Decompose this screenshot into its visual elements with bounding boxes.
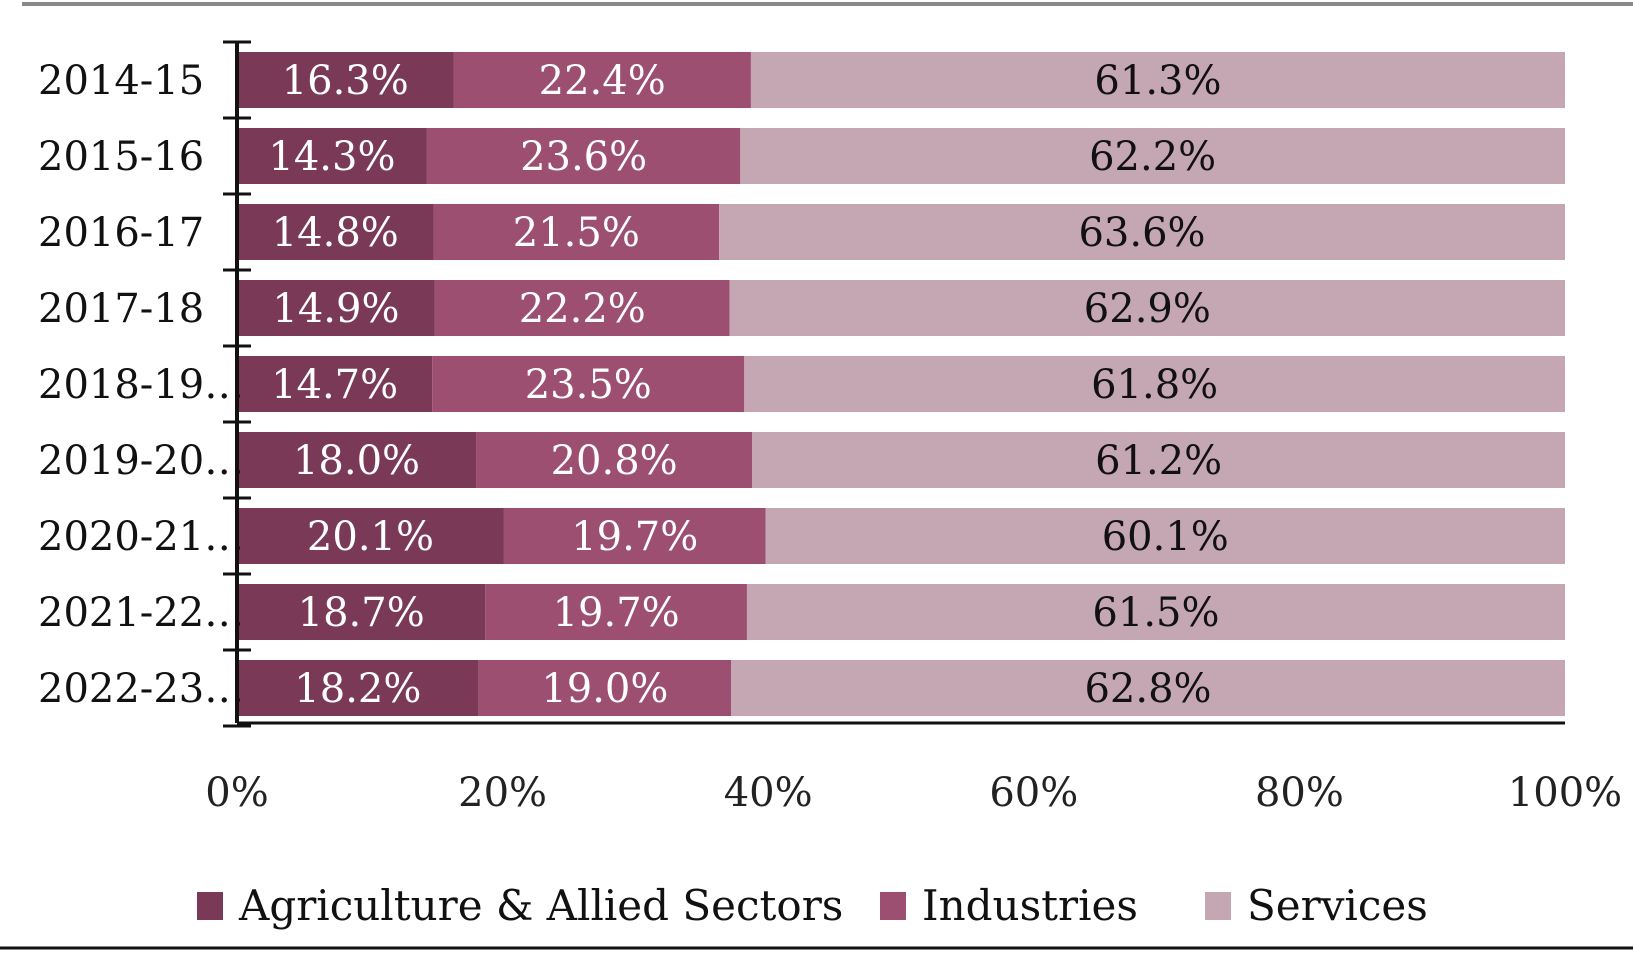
legend-label: Industries xyxy=(922,881,1138,930)
bar-segment xyxy=(237,356,433,412)
bar-value-label: 19.0% xyxy=(541,666,668,712)
bar-value-label: 23.5% xyxy=(525,362,652,408)
x-tick-label: 20% xyxy=(458,770,547,816)
category-label: 2020-21… xyxy=(38,514,244,560)
x-tick-label: 80% xyxy=(1255,770,1344,816)
category-label: 2014-15 xyxy=(38,58,204,104)
axis-layer: 2014-15 2015-16 2016-17 2017-18 2018-19… 2019… xyxy=(38,40,1622,816)
bar-value-label: 62.9% xyxy=(1084,286,1211,332)
bar-segment xyxy=(752,432,1565,488)
bar-value-label: 22.2% xyxy=(519,286,646,332)
bar-segment xyxy=(744,356,1565,412)
bar-value-label: 23.6% xyxy=(520,134,647,180)
bar-segment xyxy=(237,584,486,640)
bar-value-label: 60.1% xyxy=(1102,514,1229,560)
legend-swatch xyxy=(880,892,906,920)
x-tick-label: 0% xyxy=(205,770,268,816)
bar-segment xyxy=(237,280,435,336)
category-label: 2015-16 xyxy=(38,134,204,180)
category-label: 2017-18 xyxy=(38,286,204,332)
bar-value-label: 14.9% xyxy=(272,286,399,332)
legend-swatch xyxy=(197,892,223,920)
bar-segment xyxy=(503,508,766,564)
bar-segment xyxy=(237,52,454,108)
bar-segment xyxy=(432,356,745,412)
category-label: 2021-22… xyxy=(38,590,244,636)
bar-value-label: 19.7% xyxy=(553,590,680,636)
bar-segment xyxy=(740,128,1565,184)
bar-value-label: 21.5% xyxy=(513,210,640,256)
bar-value-label: 18.2% xyxy=(294,666,421,712)
bar-segment xyxy=(237,204,434,260)
category-label: 2022-23… xyxy=(38,666,244,712)
bar-value-label: 14.8% xyxy=(272,210,399,256)
bar-segment xyxy=(237,128,427,184)
bars-layer: 16.3% 22.4% 61.3% 14.3% 23.6% 62.2% 14.8% 21.5%… xyxy=(237,52,1565,716)
bar-value-label: 63.6% xyxy=(1078,210,1205,256)
legend: Agriculture & Allied Sectors Industries Se… xyxy=(197,881,1428,930)
bar-value-label: 61.8% xyxy=(1091,362,1218,408)
category-label: 2019-20… xyxy=(38,438,244,484)
legend-item: Services xyxy=(1205,881,1428,930)
bar-value-label: 61.5% xyxy=(1092,590,1219,636)
bar-value-label: 18.7% xyxy=(298,590,425,636)
legend-label: Services xyxy=(1247,881,1428,930)
bar-value-label: 14.7% xyxy=(271,362,398,408)
bar-value-label: 22.4% xyxy=(539,58,666,104)
bar-segment xyxy=(478,660,732,716)
bar-segment xyxy=(719,204,1565,260)
bar-segment xyxy=(237,660,479,716)
bar-value-label: 62.2% xyxy=(1089,134,1216,180)
legend-item: Industries xyxy=(880,881,1138,930)
bar-value-label: 20.1% xyxy=(307,514,434,560)
bar-segment xyxy=(426,128,741,184)
bar-segment xyxy=(453,52,751,108)
category-label: 2016-17 xyxy=(38,210,204,256)
legend-item: Agriculture & Allied Sectors xyxy=(197,881,843,930)
category-label: 2018-19… xyxy=(38,362,244,408)
bar-value-label: 61.2% xyxy=(1095,438,1222,484)
bar-segment xyxy=(485,584,747,640)
x-tick-label: 100% xyxy=(1508,770,1622,816)
bar-segment xyxy=(746,584,1565,640)
legend-swatch xyxy=(1205,892,1231,920)
bar-value-label: 62.8% xyxy=(1084,666,1211,712)
bar-value-label: 61.3% xyxy=(1094,58,1221,104)
x-tick-label: 40% xyxy=(724,770,813,816)
legend-label: Agriculture & Allied Sectors xyxy=(238,881,843,930)
bar-segment xyxy=(434,280,730,336)
bar-segment xyxy=(237,432,477,488)
bar-segment xyxy=(750,52,1565,108)
bar-segment xyxy=(433,204,720,260)
bar-segment xyxy=(765,508,1565,564)
bar-value-label: 14.3% xyxy=(268,134,395,180)
bar-segment xyxy=(731,660,1565,716)
bar-value-label: 20.8% xyxy=(551,438,678,484)
bar-segment xyxy=(237,508,504,564)
x-tick-label: 60% xyxy=(989,770,1078,816)
bar-segment xyxy=(729,280,1565,336)
bar-value-label: 19.7% xyxy=(571,514,698,560)
bar-segment xyxy=(476,432,753,488)
bar-value-label: 16.3% xyxy=(282,58,409,104)
bar-value-label: 18.0% xyxy=(293,438,420,484)
